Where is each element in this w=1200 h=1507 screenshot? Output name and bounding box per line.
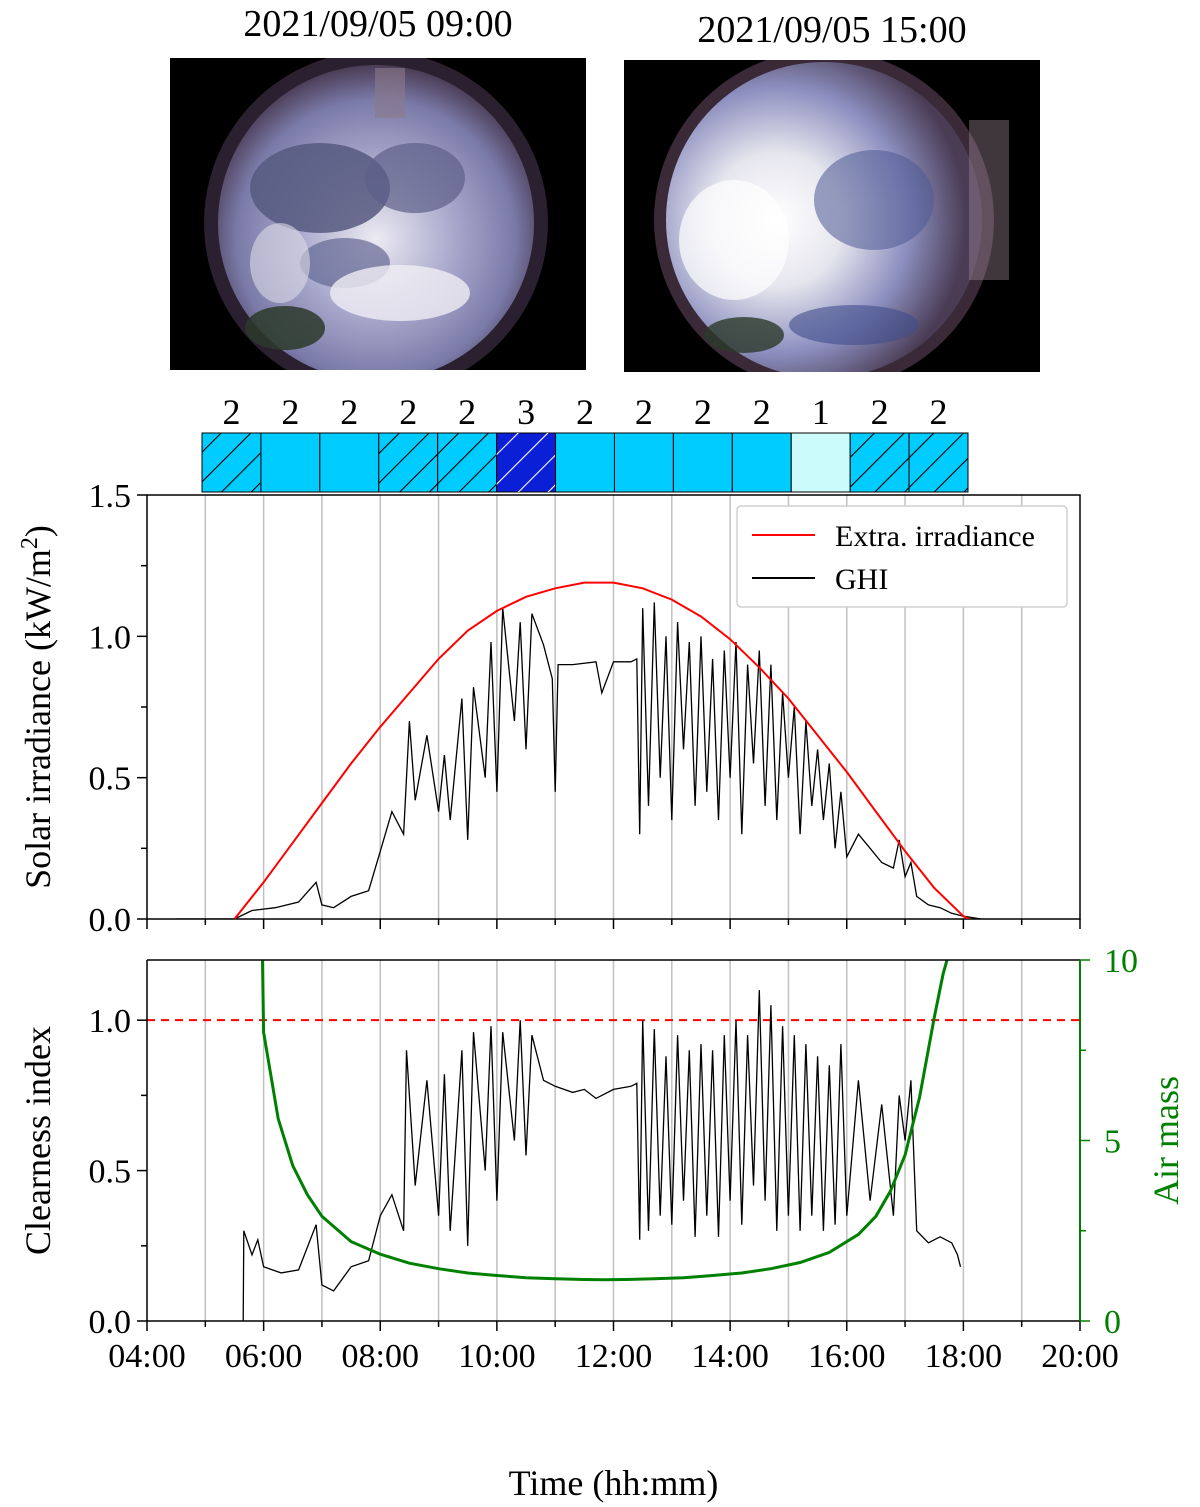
cloud-segment [790,432,851,493]
photo-caption-afternoon: 2021/09/05 15:00 [697,9,967,51]
y2-tick-label: 10 [1104,943,1138,980]
y-tick-label-bottom: 0.5 [89,1154,132,1191]
y-tick-label-bottom: 1.0 [89,1003,132,1040]
y-axis-label-bottom: Clearness index [18,1026,58,1255]
cloud-segment-hatch [437,433,497,492]
x-tick-label: 10:00 [458,1338,535,1375]
cloud-type-label: 2 [930,392,948,432]
y-tick-label-top: 1.0 [89,619,132,656]
cloud-segment-hatch [378,433,438,492]
cloud-type-label: 2 [399,392,417,432]
irradiance-chart: 0.0 0.5 1.0 1.5 Solar irradiance (kW/m2) Extr… [17,478,1081,939]
cloud-segment [260,432,321,493]
x-tick-label: 16:00 [808,1338,885,1375]
cloud-type-label: 3 [517,392,535,432]
legend: Extra. irradiance GHI [736,505,1068,608]
cloud-type-label: 2 [753,392,771,432]
cloud-type-label: 2 [871,392,889,432]
y-axis-label-top: Solar irradiance (kW/m2) [17,525,58,889]
cloud-type-label: 2 [694,392,712,432]
x-axis-label: Time (hh:mm) [509,1463,719,1503]
cloud-segment-hatch [496,433,556,492]
unit-close: ) [18,525,58,537]
series-line-extra-irradiance [233,581,970,919]
series-line-air-mass [261,960,949,1282]
cloud-type-label: 2 [222,392,240,432]
fisheye-sky-morning [204,58,548,370]
sky-image-afternoon [624,60,1040,372]
y-tick-label-bottom: 0.0 [89,1304,132,1341]
cloud-type-label: 1 [812,392,830,432]
cloud-type-label: 2 [340,392,358,432]
sky-image-morning [170,58,586,370]
cloud-segment [672,432,733,493]
x-tick-label: 06:00 [225,1338,302,1375]
x-tick-label: 08:00 [342,1338,419,1375]
cloud-type-label: 2 [458,392,476,432]
fisheye-sky-afternoon [654,60,1009,372]
cloud-type-label: 2 [281,392,299,432]
x-tick-label: 20:00 [1041,1338,1118,1375]
legend-label-extra: Extra. irradiance [835,520,1035,553]
y2-axis-label: Air mass [1146,1076,1186,1205]
series-line-clearness-index [242,990,962,1321]
cloud-type-label: 2 [635,392,653,432]
x-tick-label: 14:00 [691,1338,768,1375]
cloud-segment [613,432,674,493]
cloud-type-label: 2 [576,392,594,432]
cloud-segment-hatch [909,433,968,492]
y2-tick-label: 5 [1104,1124,1121,1161]
y-tick-label-top: 0.5 [89,761,132,798]
unit-superscript: 2 [17,537,43,549]
x-tick-label: 04:00 [108,1338,185,1375]
x-tick-label: 18:00 [925,1338,1002,1375]
legend-label-ghi: GHI [835,563,888,596]
cloud-type-bar: 2 2 2 2 2 3 2 2 2 2 1 2 2 [201,392,969,493]
photo-caption-morning: 2021/09/05 09:00 [243,3,513,45]
y-tick-label-top: 0.0 [89,902,132,939]
y2-tick-label: 0 [1104,1304,1121,1341]
clearness-chart: 04:00 06:00 08:00 10:00 12:00 14:00 16:00 18:00… [18,943,1186,1503]
cloud-segment [319,432,380,493]
cloud-segment-hatch [202,433,261,492]
cloud-segment [555,432,615,493]
cloud-segment-hatch [850,433,910,492]
series-line-ghi [176,602,982,919]
cloud-segment [731,432,792,493]
legend-box [736,505,1068,608]
y-tick-label-top: 1.5 [89,478,132,515]
x-tick-label: 12:00 [575,1338,652,1375]
